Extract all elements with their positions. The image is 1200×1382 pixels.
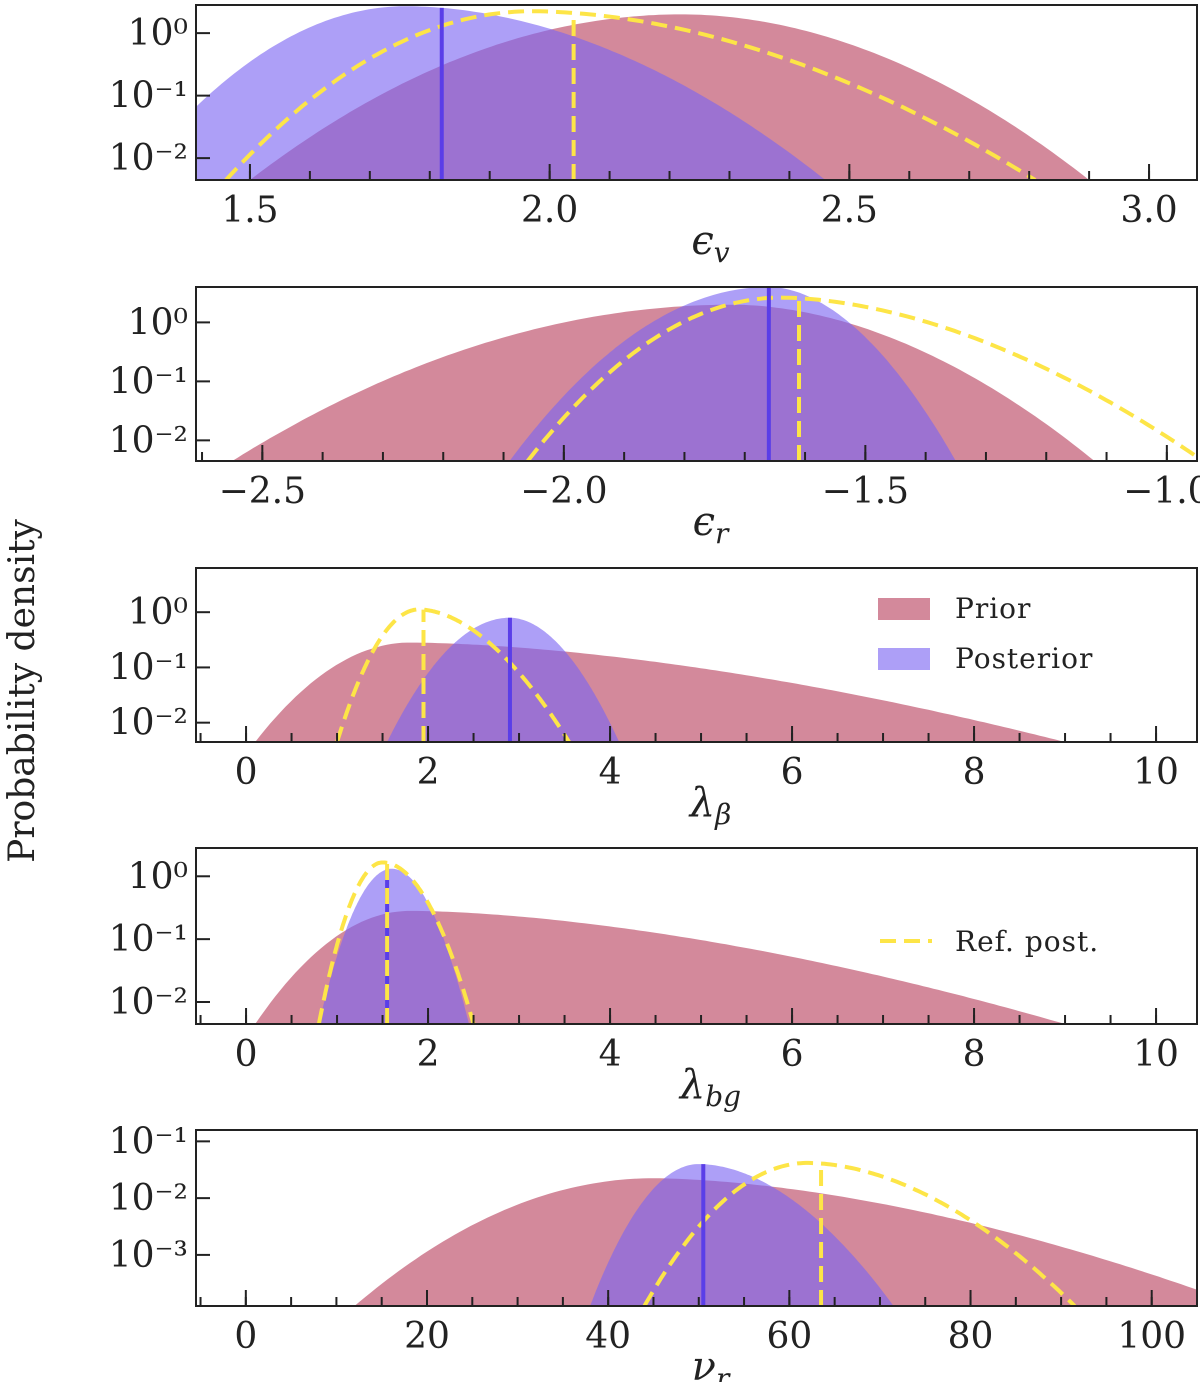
x-axis-label: λbg	[678, 1062, 741, 1113]
y-tick-label: 10⁻²	[109, 138, 188, 179]
plot-area	[196, 6, 1090, 180]
x-axis-label: λβ	[688, 780, 732, 831]
plot-area	[232, 287, 1197, 461]
x-tick-label: 0	[235, 752, 258, 793]
x-tick-label: −1.5	[822, 471, 909, 512]
x-tick-label: 6	[781, 1034, 804, 1075]
y-tick-label: 10⁰	[128, 13, 188, 54]
legend-reference-label: Ref. post.	[955, 925, 1099, 958]
panel-3: 10⁰ 10⁻¹ 10⁻² 0 2 4 6 8 10 λβ Prior Posterior	[109, 567, 1198, 831]
reference-curve	[526, 295, 1197, 461]
posterior-area	[196, 6, 826, 180]
x-tick-label: 80	[948, 1316, 994, 1357]
plot-area	[255, 860, 1066, 1024]
legend-posterior-swatch	[878, 648, 930, 670]
axes-frame	[195, 567, 1198, 743]
x-tick-label: 1.5	[221, 190, 278, 231]
y-tick-label: 10⁻²	[109, 1178, 188, 1219]
panel-2: 10⁰ 10⁻¹ 10⁻² −2.5 −2.0 −1.5 −1.0 ϵr	[109, 286, 1200, 550]
plot-area	[255, 607, 1066, 742]
axes-frame	[195, 286, 1198, 462]
x-tick-label: 0	[235, 1034, 258, 1075]
y-tick-label: 10⁻²	[109, 420, 188, 461]
reference-curve	[335, 607, 571, 742]
x-tick-label: −2.5	[219, 471, 306, 512]
x-tick-label: 8	[963, 752, 986, 793]
reference-curve	[642, 1160, 1077, 1306]
y-tick-label: 10⁰	[128, 302, 188, 343]
x-tick-label: 0	[234, 1316, 257, 1357]
panel-4: 10⁰ 10⁻¹ 10⁻² 0 2 4 6 8 10 λbg Ref. post.	[109, 847, 1198, 1113]
x-tick-label: 3.0	[1120, 190, 1177, 231]
y-tick-label: 10⁻²	[109, 703, 188, 744]
x-tick-label: 8	[963, 1034, 986, 1075]
x-axis-label: ϵv	[691, 218, 729, 269]
legend-posterior-label: Posterior	[955, 642, 1093, 675]
x-tick-label: 20	[404, 1316, 450, 1357]
x-tick-label: 100	[1117, 1316, 1186, 1357]
y-tick-label: 10⁻¹	[109, 919, 188, 960]
x-tick-label: −2.0	[520, 471, 607, 512]
axes-frame	[195, 4, 1198, 181]
reference-curve	[224, 9, 1037, 180]
x-tick-label: 10	[1133, 752, 1179, 793]
y-tick-label: 10⁻³	[109, 1235, 188, 1276]
y-tick-label: 10⁻¹	[109, 647, 188, 688]
y-tick-label: 10⁻¹	[109, 76, 188, 117]
posterior-area	[387, 617, 620, 742]
x-tick-label: 2	[417, 752, 440, 793]
posterior-area	[590, 1164, 894, 1306]
legend-prior-label: Prior	[955, 592, 1031, 625]
axes-frame	[195, 847, 1198, 1025]
y-tick-label: 10⁻¹	[109, 361, 188, 402]
y-tick-label: 10⁰	[128, 592, 188, 633]
x-tick-label: 40	[585, 1316, 631, 1357]
y-tick-label: 10⁻¹	[109, 1121, 188, 1162]
panel-5: 10⁻¹ 10⁻² 10⁻³ 0 20 40 60 80 100 νr	[109, 1121, 1198, 1382]
prior-area	[255, 642, 1066, 742]
x-tick-label: 4	[599, 752, 622, 793]
y-tick-label: 10⁰	[128, 856, 188, 897]
x-tick-label: 2	[417, 1034, 440, 1075]
y-tick-label: 10⁻²	[109, 982, 188, 1023]
x-tick-label: 4	[599, 1034, 622, 1075]
legend: Ref. post.	[880, 925, 1099, 958]
plot-area	[354, 1160, 1197, 1306]
x-tick-label: 60	[766, 1316, 812, 1357]
x-tick-label: 2.0	[521, 190, 578, 231]
legend: Prior Posterior	[878, 592, 1093, 675]
reference-curve	[316, 860, 476, 1024]
axes-frame	[195, 1129, 1198, 1307]
y-axis-label: Probability density	[2, 518, 43, 862]
x-tick-label: −1.0	[1123, 471, 1200, 512]
legend-prior-swatch	[878, 598, 930, 620]
posterior-area	[318, 868, 469, 1024]
posterior-area	[509, 287, 956, 461]
x-tick-label: 6	[781, 752, 804, 793]
panels: 10⁰ 10⁻¹ 10⁻² 1.5 2.0 2.5 3.0 ϵv 10⁰ 10⁻¹ 10⁻² −2.5…	[109, 4, 1200, 1382]
panel-1: 10⁰ 10⁻¹ 10⁻² 1.5 2.0 2.5 3.0 ϵv	[109, 4, 1198, 269]
x-tick-label: 2.5	[821, 190, 878, 231]
x-axis-label: νr	[692, 1344, 731, 1382]
x-tick-label: 10	[1133, 1034, 1179, 1075]
x-axis-label: ϵr	[693, 499, 730, 550]
